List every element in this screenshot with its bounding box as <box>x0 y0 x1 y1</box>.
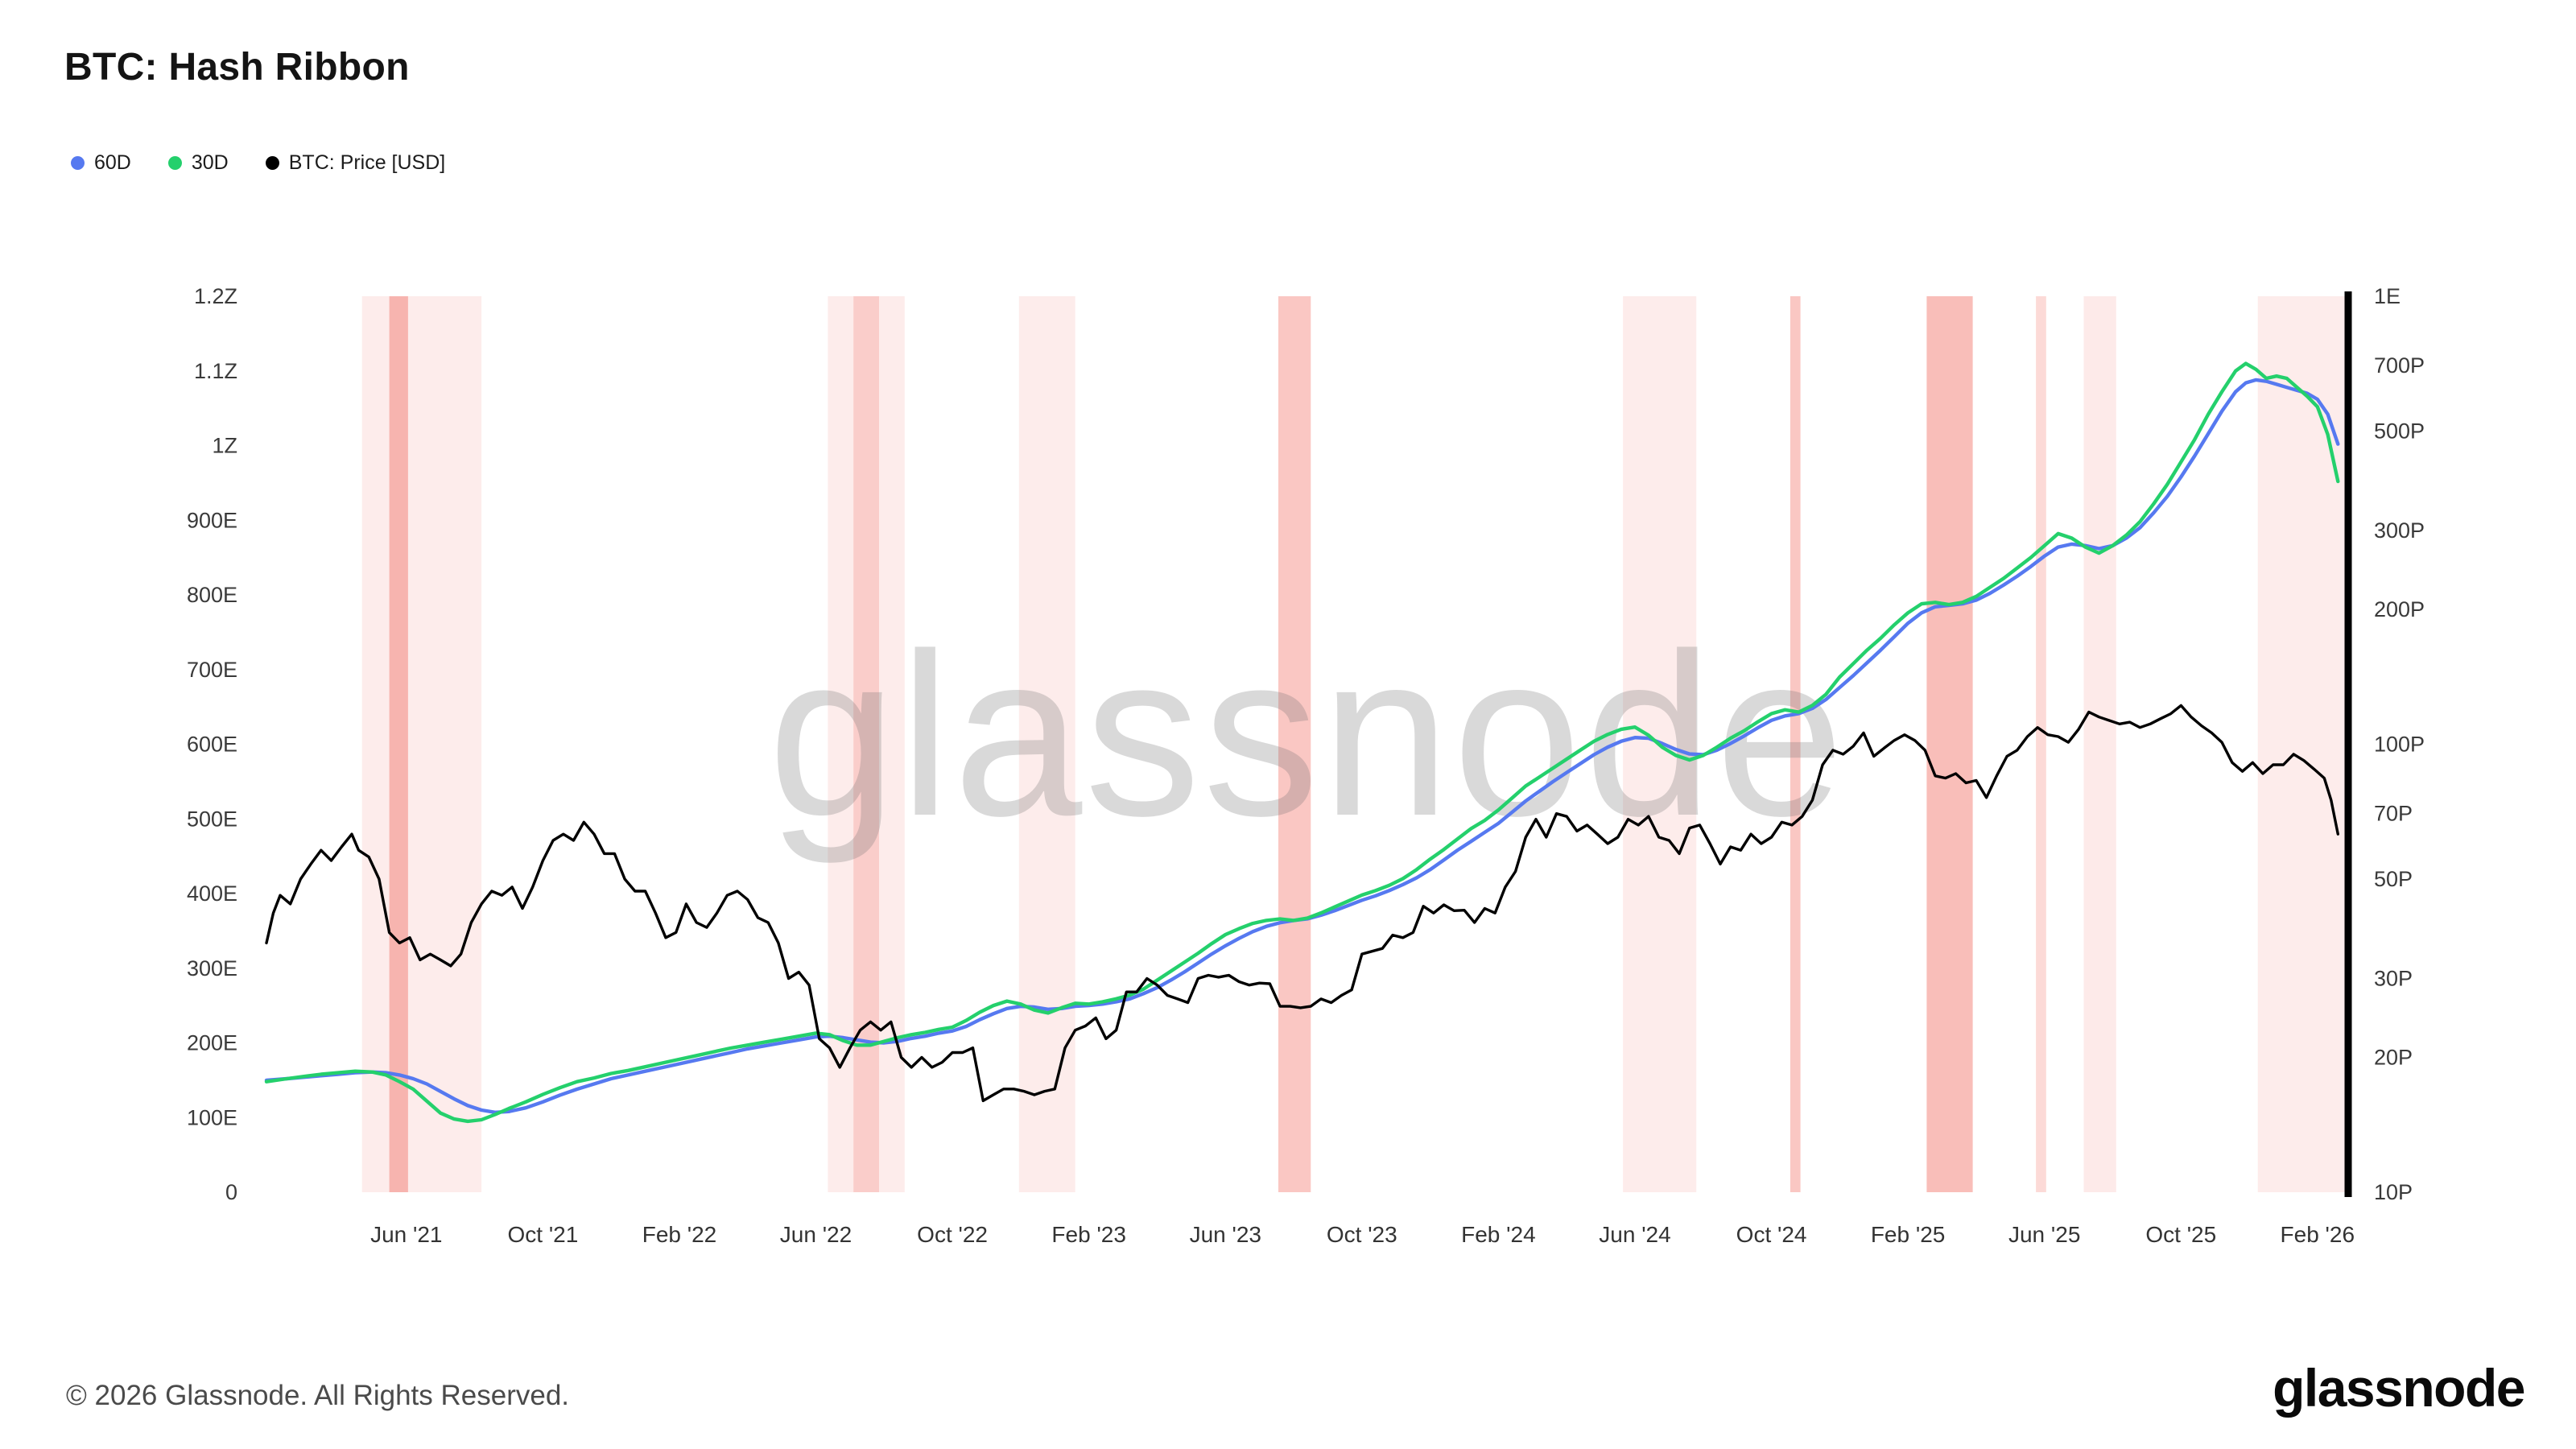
left-axis-tick: 800E <box>187 583 237 607</box>
x-axis-tick: Feb '25 <box>1871 1222 1946 1247</box>
capitulation-band-1 <box>389 296 408 1192</box>
glassnode-logo[interactable]: glassnode <box>2273 1358 2525 1418</box>
legend-item-price[interactable]: BTC: Price [USD] <box>265 151 446 175</box>
series-30d[interactable] <box>264 361 2340 1124</box>
legend-dot-60d-icon <box>71 156 85 170</box>
right-axis-tick: 300P <box>2374 518 2425 543</box>
left-axis-tick: 900E <box>187 508 237 532</box>
legend-item-60d[interactable]: 60D <box>71 151 131 175</box>
left-axis-tick: 1.2Z <box>194 284 237 308</box>
x-axis-tick: Jun '25 <box>2008 1222 2080 1247</box>
copyright-text: © 2026 Glassnode. All Rights Reserved. <box>66 1380 570 1411</box>
left-axis-tick: 400E <box>187 881 237 906</box>
glassnode-watermark: glassnode <box>768 605 1847 865</box>
right-axis-tick: 20P <box>2374 1046 2413 1070</box>
chart-legend: 60D 30D BTC: Price [USD] <box>71 151 445 175</box>
left-axis-tick: 600E <box>187 733 237 757</box>
x-axis-tick: Jun '24 <box>1599 1222 1670 1247</box>
left-axis-tick: 0 <box>225 1180 237 1204</box>
capitulation-band-10 <box>2083 296 2116 1192</box>
x-axis-tick: Oct '21 <box>507 1222 578 1247</box>
capitulation-band-9 <box>2036 296 2046 1192</box>
legend-label-price: BTC: Price [USD] <box>288 151 446 174</box>
x-axis-tick: Feb '22 <box>642 1222 717 1247</box>
capitulation-band-0 <box>361 296 482 1192</box>
x-axis-tick: Feb '24 <box>1461 1222 1536 1247</box>
left-axis-tick: 1.1Z <box>194 359 237 383</box>
legend-dot-price-icon <box>265 156 279 170</box>
left-axis-tick: 100E <box>187 1105 237 1129</box>
capitulation-band-8 <box>1926 296 1973 1192</box>
capitulation-band-7 <box>1790 296 1801 1192</box>
right-axis-tick: 50P <box>2374 867 2413 891</box>
left-axis-tick: 700E <box>187 658 237 682</box>
x-axis-tick: Jun '21 <box>370 1222 442 1247</box>
x-axis-tick: Jun '22 <box>780 1222 852 1247</box>
legend-item-30d[interactable]: 30D <box>167 151 229 175</box>
x-axis-tick: Feb '23 <box>1051 1222 1126 1247</box>
legend-label-30d: 30D <box>191 151 229 174</box>
x-axis-tick: Oct '24 <box>1736 1222 1807 1247</box>
right-axis-tick: 500P <box>2374 419 2425 444</box>
series-price[interactable] <box>265 704 2340 1103</box>
left-axis-tick: 200E <box>187 1031 237 1055</box>
legend-label-60d: 60D <box>94 151 131 174</box>
left-axis-tick: 300E <box>187 956 237 980</box>
x-axis-tick: Oct '22 <box>917 1222 988 1247</box>
x-axis-tick: Feb '26 <box>2281 1222 2355 1247</box>
right-axis-tick: 700P <box>2374 353 2425 378</box>
series-60d[interactable] <box>264 378 2340 1115</box>
right-axis-tick: 200P <box>2374 597 2425 621</box>
right-axis-tick: 100P <box>2374 733 2425 757</box>
left-axis-tick: 1Z <box>212 434 237 458</box>
right-axis-tick: 70P <box>2374 802 2413 826</box>
legend-dot-30d-icon <box>167 156 182 170</box>
right-axis-tick: 10P <box>2374 1180 2413 1204</box>
left-axis-tick: 500E <box>187 807 237 831</box>
page-title: BTC: Hash Ribbon <box>64 46 410 89</box>
right-axis-tick: 1E <box>2374 284 2401 308</box>
x-axis-tick: Oct '25 <box>2145 1222 2216 1247</box>
capitulation-band-5 <box>1278 296 1311 1192</box>
x-axis-tick: Jun '23 <box>1190 1222 1261 1247</box>
capitulation-band-4 <box>1018 296 1075 1192</box>
right-axis-tick: 30P <box>2374 967 2413 991</box>
x-axis-tick: Oct '23 <box>1327 1222 1397 1247</box>
